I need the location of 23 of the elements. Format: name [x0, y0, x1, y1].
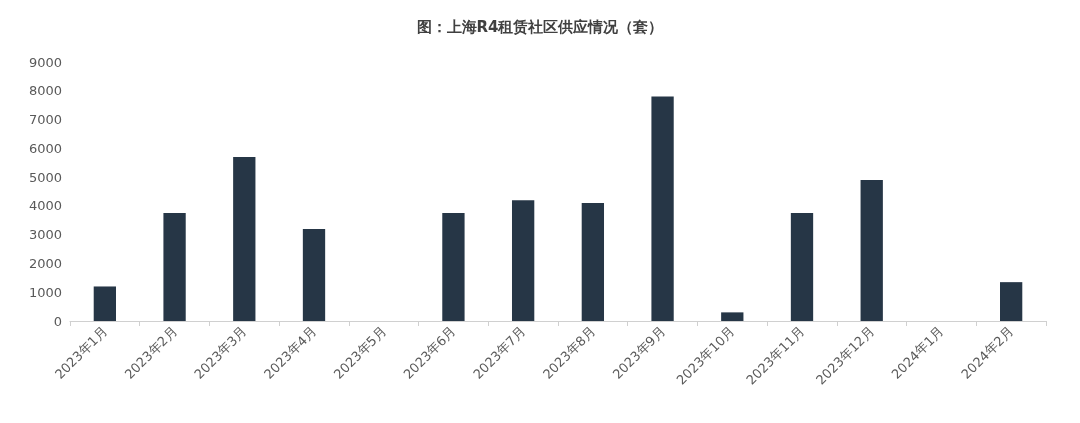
bar: [442, 213, 465, 321]
y-tick-label: 1000: [28, 284, 62, 300]
bar: [302, 228, 326, 321]
bar: [790, 213, 814, 321]
chart-title: 图：上海R4租赁社区供应情况（套）: [416, 17, 664, 36]
y-tick-label: 9000: [28, 54, 62, 70]
y-tick-label: 7000: [28, 112, 62, 128]
y-tick-label: 8000: [28, 83, 62, 99]
bar: [93, 286, 117, 321]
y-tick-label: 4000: [28, 198, 62, 214]
y-tick-label: 0: [53, 313, 62, 329]
y-tick-label: 3000: [28, 227, 62, 243]
y-tick-label: 2000: [28, 255, 62, 271]
bar: [651, 96, 674, 321]
bar: [511, 200, 535, 321]
bar: [163, 213, 186, 321]
y-tick-label: 5000: [28, 169, 62, 185]
bar: [999, 282, 1023, 321]
bar: [233, 156, 256, 321]
bar: [860, 179, 883, 321]
bar: [721, 312, 744, 321]
y-tick-label: 6000: [28, 140, 62, 156]
bar: [581, 203, 605, 321]
